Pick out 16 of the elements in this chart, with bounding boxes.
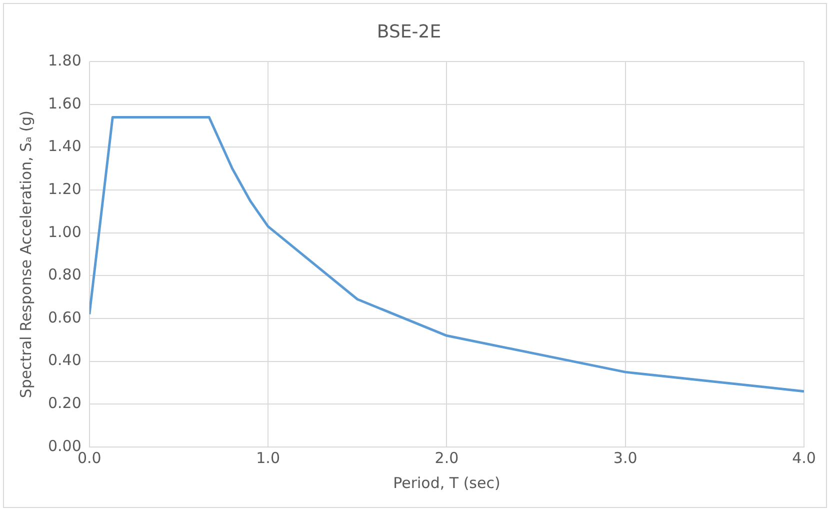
y-tick-label: 0.20 xyxy=(48,394,82,412)
chart-title: BSE-2E xyxy=(376,21,442,42)
y-tick-label: 0.60 xyxy=(48,308,82,326)
x-tick-label: 4.0 xyxy=(792,448,816,467)
x-tick-label: 3.0 xyxy=(613,448,638,467)
y-tick-label: 0.80 xyxy=(48,266,82,284)
y-tick-label: 1.80 xyxy=(48,51,82,70)
y-tick-label: 1.60 xyxy=(48,94,82,112)
y-tick-label: 1.20 xyxy=(48,180,82,198)
y-axis-title: Spectral Response Acceleration, Sₐ (g) xyxy=(16,110,35,398)
x-tick-label: 2.0 xyxy=(434,448,459,467)
x-tick-label: 1.0 xyxy=(256,448,280,467)
y-tick-label: 1.40 xyxy=(48,137,82,156)
x-axis-title: Period, T (sec) xyxy=(393,474,500,492)
y-tick-label: 1.00 xyxy=(48,222,82,241)
y-tick-label: 0.40 xyxy=(48,351,82,370)
